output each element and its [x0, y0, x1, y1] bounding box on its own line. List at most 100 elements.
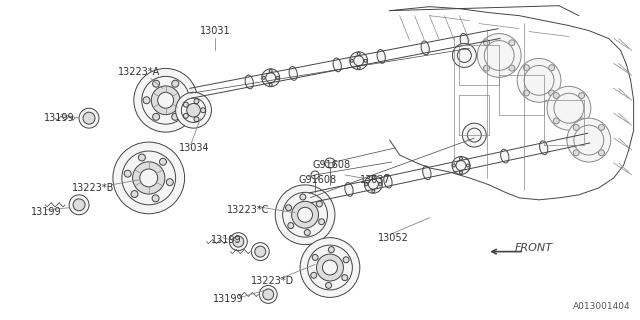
Circle shape: [548, 90, 555, 96]
Circle shape: [354, 56, 364, 66]
Circle shape: [269, 83, 272, 86]
Circle shape: [484, 40, 490, 46]
Circle shape: [328, 247, 334, 253]
Circle shape: [452, 44, 476, 68]
Text: 13223*C: 13223*C: [227, 205, 269, 215]
Ellipse shape: [421, 41, 429, 55]
Ellipse shape: [422, 166, 431, 180]
Circle shape: [175, 92, 211, 128]
Circle shape: [134, 68, 198, 132]
Circle shape: [317, 254, 344, 281]
Text: 13199: 13199: [211, 235, 241, 245]
Circle shape: [79, 108, 99, 128]
Circle shape: [113, 142, 184, 214]
Circle shape: [262, 76, 265, 79]
Circle shape: [369, 179, 378, 189]
Circle shape: [300, 194, 306, 200]
Circle shape: [342, 275, 348, 281]
Circle shape: [379, 183, 382, 186]
Circle shape: [288, 223, 294, 228]
Circle shape: [159, 158, 166, 165]
Ellipse shape: [377, 50, 385, 63]
Circle shape: [364, 175, 382, 193]
Circle shape: [452, 164, 456, 167]
Circle shape: [124, 170, 131, 177]
Circle shape: [138, 154, 145, 161]
Circle shape: [276, 76, 279, 79]
Circle shape: [372, 176, 375, 179]
Circle shape: [132, 162, 165, 194]
Circle shape: [598, 150, 605, 156]
Circle shape: [308, 245, 353, 290]
Ellipse shape: [461, 157, 470, 171]
Circle shape: [184, 113, 188, 118]
Circle shape: [285, 205, 292, 211]
Text: 13223*D: 13223*D: [251, 276, 294, 286]
Text: 13037: 13037: [360, 175, 390, 185]
Ellipse shape: [460, 33, 468, 47]
Circle shape: [152, 113, 159, 120]
Circle shape: [547, 86, 591, 130]
Circle shape: [131, 190, 138, 197]
Text: A013001404: A013001404: [573, 302, 630, 311]
Circle shape: [524, 90, 529, 96]
Circle shape: [83, 112, 95, 124]
Circle shape: [524, 65, 529, 71]
Circle shape: [567, 118, 611, 162]
Ellipse shape: [540, 141, 548, 155]
Circle shape: [143, 97, 150, 104]
Text: 13052: 13052: [378, 233, 408, 243]
Circle shape: [462, 123, 486, 147]
Ellipse shape: [384, 174, 392, 188]
Circle shape: [349, 52, 367, 70]
Text: G91608: G91608: [298, 175, 336, 185]
Circle shape: [181, 98, 205, 123]
Circle shape: [372, 190, 375, 193]
Circle shape: [316, 201, 323, 207]
Circle shape: [325, 158, 335, 168]
Circle shape: [69, 195, 89, 215]
Circle shape: [269, 69, 272, 72]
Circle shape: [319, 219, 324, 225]
Circle shape: [357, 52, 360, 55]
Circle shape: [298, 207, 312, 222]
Ellipse shape: [289, 67, 298, 80]
Circle shape: [122, 151, 175, 205]
Circle shape: [598, 124, 605, 131]
Circle shape: [484, 65, 490, 71]
Text: 13034: 13034: [179, 143, 209, 153]
Ellipse shape: [500, 149, 509, 163]
Circle shape: [350, 59, 353, 62]
Circle shape: [157, 92, 173, 108]
Circle shape: [452, 156, 470, 174]
Text: 13223*B: 13223*B: [72, 183, 114, 193]
Circle shape: [283, 192, 328, 237]
Circle shape: [573, 124, 579, 131]
Circle shape: [467, 164, 469, 167]
Circle shape: [364, 59, 367, 62]
Circle shape: [263, 289, 274, 300]
Ellipse shape: [345, 183, 353, 196]
Circle shape: [477, 34, 521, 77]
Circle shape: [187, 103, 200, 117]
Circle shape: [509, 40, 515, 46]
Circle shape: [579, 118, 584, 124]
Circle shape: [323, 260, 337, 275]
Circle shape: [311, 272, 317, 278]
Circle shape: [152, 80, 159, 87]
Text: 13199: 13199: [44, 113, 75, 123]
Circle shape: [275, 185, 335, 244]
Circle shape: [365, 183, 368, 186]
Circle shape: [460, 171, 463, 174]
Circle shape: [343, 257, 349, 263]
Circle shape: [200, 108, 205, 113]
Circle shape: [357, 66, 360, 69]
Circle shape: [579, 92, 584, 99]
Text: FRONT: FRONT: [515, 243, 553, 252]
Circle shape: [311, 171, 319, 179]
Circle shape: [252, 243, 269, 260]
Circle shape: [229, 233, 247, 251]
Circle shape: [517, 59, 561, 102]
Text: 13031: 13031: [200, 26, 231, 36]
Circle shape: [553, 92, 559, 99]
